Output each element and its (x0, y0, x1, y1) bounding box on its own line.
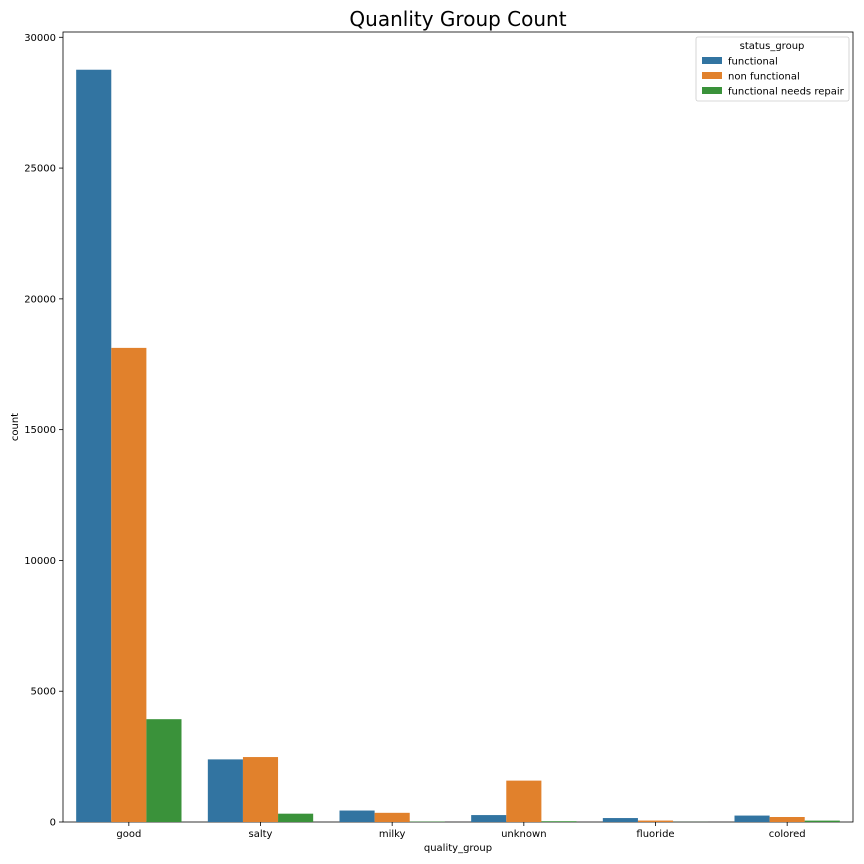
chart-title: Quanlity Group Count (349, 7, 566, 31)
bar-fluoride-non-functional (637, 820, 674, 822)
legend-label: non functional (728, 72, 800, 83)
bar-good-functional (76, 69, 112, 823)
bar-fluoride-functional (602, 818, 638, 822)
x-tick-label: milky (379, 829, 406, 840)
x-axis-label: quality_group (424, 843, 492, 854)
y-axis-label: count (10, 413, 21, 441)
y-axis: 0 5000 10000 15000 20000 25000 30000 (24, 33, 63, 829)
bar-colored-functional-needs-repair (804, 820, 840, 822)
plot-area (62, 31, 854, 823)
legend-label: functional (728, 57, 778, 68)
y-tick-label: 30000 (24, 33, 56, 44)
bar-unknown-non-functional (506, 780, 542, 822)
legend-items: functional non functional functional needs… (702, 57, 845, 98)
legend-swatch (702, 72, 722, 79)
bars (76, 69, 840, 823)
y-tick-label: 15000 (24, 425, 56, 436)
x-tick-label: fluoride (636, 829, 674, 840)
y-tick-label: 5000 (31, 687, 56, 698)
bar-good-functional-needs-repair (146, 719, 182, 822)
y-tick-label: 10000 (24, 556, 56, 567)
y-tick-label: 0 (50, 818, 56, 829)
bar-salty-functional (207, 759, 243, 822)
y-tick-label: 20000 (24, 294, 56, 305)
y-tick-label: 25000 (24, 164, 56, 175)
x-tick-label: colored (769, 829, 806, 840)
bar-good-non-functional (111, 347, 147, 822)
bar-unknown-functional-needs-repair (541, 821, 577, 822)
x-tick-label: unknown (501, 829, 546, 840)
bar-milky-functional (339, 810, 375, 822)
legend-swatch (702, 87, 722, 94)
bar-unknown-functional (471, 815, 507, 822)
bar-milky-non-functional (374, 812, 410, 822)
bar-salty-non-functional (242, 757, 279, 822)
legend-label: functional needs repair (728, 87, 845, 98)
legend-frame (695, 36, 850, 102)
x-tick-label: salty (249, 829, 273, 840)
bar-colored-non-functional (769, 817, 805, 822)
x-tick-label: good (116, 829, 141, 840)
legend-title: status_group (740, 41, 805, 52)
plot-frame (62, 31, 854, 823)
bar-salty-functional-needs-repair (278, 813, 314, 822)
bar-colored-functional (734, 815, 770, 822)
x-axis: good salty milky unknown fluoride colored (116, 822, 806, 840)
legend-swatch (702, 57, 722, 64)
